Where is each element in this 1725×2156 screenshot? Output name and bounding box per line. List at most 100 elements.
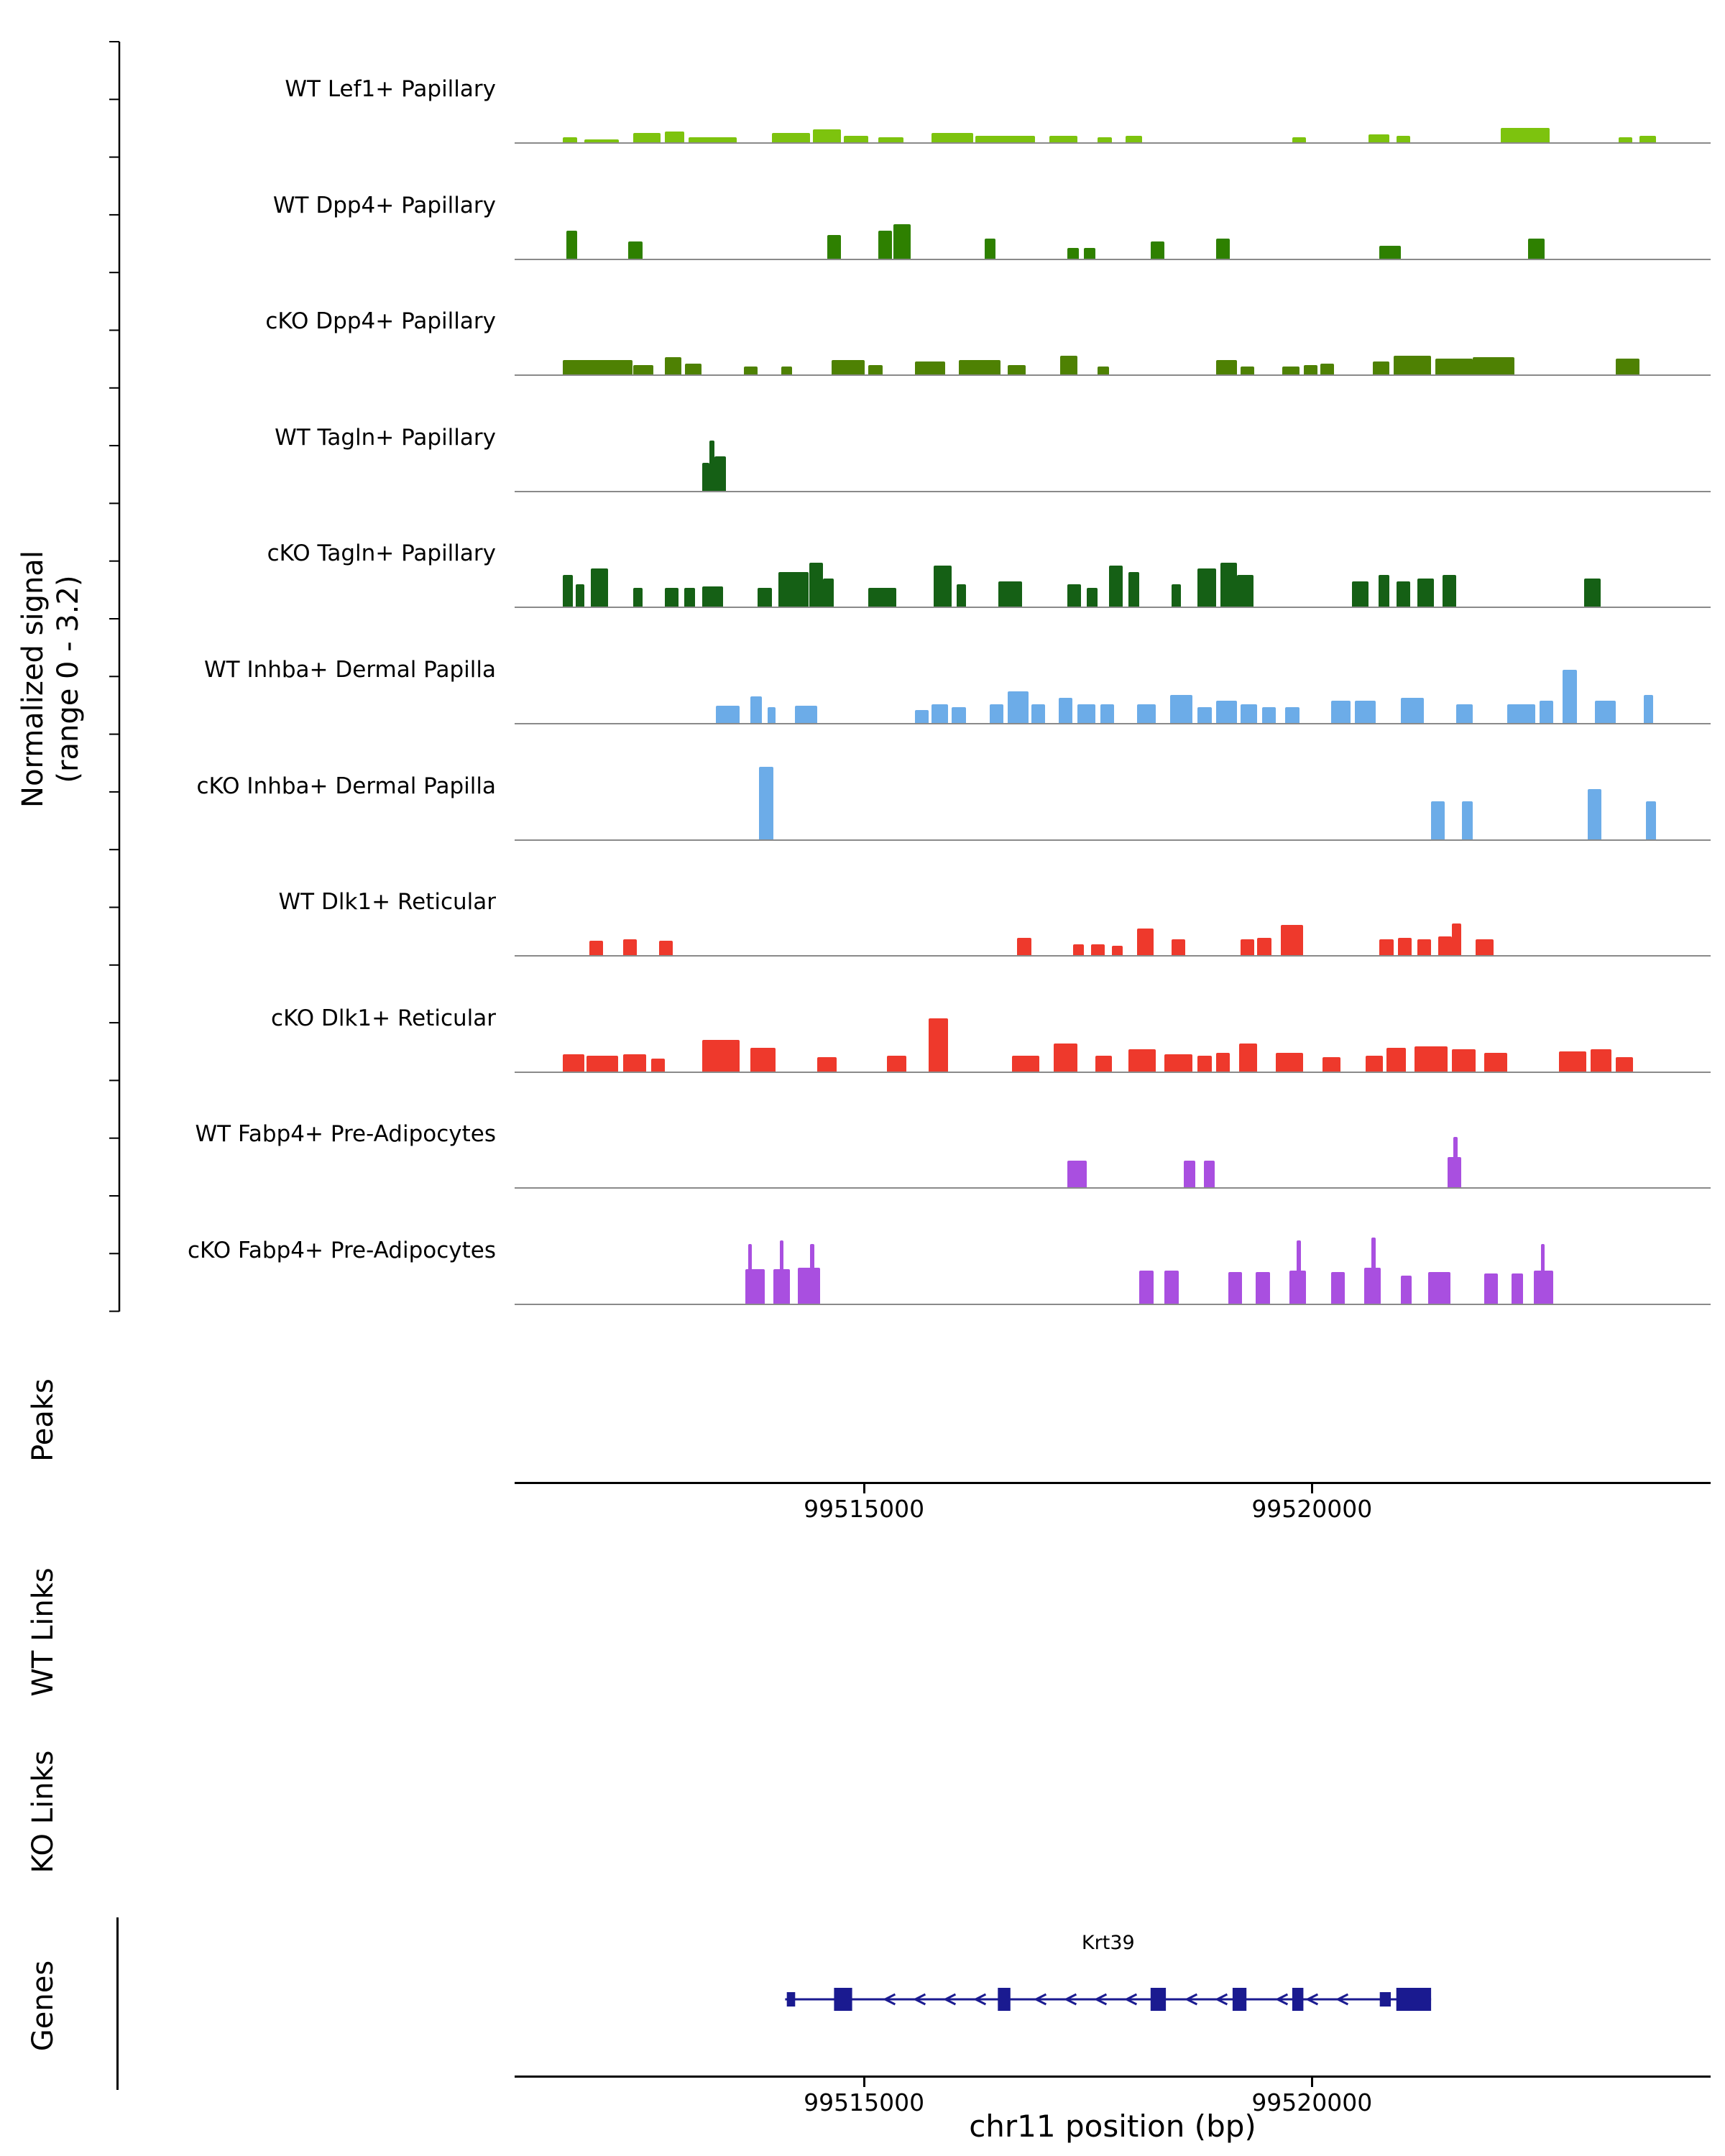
coverage-peak — [1442, 575, 1456, 607]
strand-arrow-icon — [883, 1993, 896, 2006]
strand-arrow-icon — [973, 1993, 987, 2006]
signal-track-wt-inhba-dermal-papilla — [515, 616, 1711, 724]
coverage-peak — [1164, 1054, 1192, 1072]
coverage-peak — [688, 137, 737, 142]
axis-tick-label: 99515000 — [804, 2088, 925, 2116]
coverage-peak — [1484, 1273, 1498, 1304]
coverage-peak — [1060, 356, 1077, 375]
coverage-peak — [1136, 929, 1154, 956]
coverage-peak — [1539, 701, 1554, 723]
axis-tick-label: 99520000 — [1251, 2088, 1373, 2116]
coverage-peak — [1331, 701, 1351, 723]
coverage-peak — [1126, 136, 1143, 142]
axis-tick-label: 99515000 — [804, 1495, 925, 1523]
coverage-peak — [1292, 137, 1307, 142]
signal-track-cko-inhba-dermal-papilla — [515, 732, 1711, 841]
signal-track-label: cKO Dlk1+ Reticular — [271, 1005, 496, 1031]
coverage-peak — [779, 1240, 784, 1304]
coverage-peak — [1136, 704, 1156, 723]
gene-name-label: Krt39 — [1082, 1932, 1135, 1954]
coverage-peak — [1281, 925, 1304, 956]
track-baseline — [515, 955, 1711, 957]
coverage-peak — [886, 1055, 906, 1072]
coverage-peak — [1507, 704, 1535, 723]
coverage-peak — [1456, 704, 1473, 723]
coverage-peak — [1431, 801, 1445, 839]
x-axis-title: chr11 position (bp) — [969, 2109, 1256, 2144]
coverage-peak — [1417, 579, 1434, 607]
coverage-peak — [684, 588, 696, 607]
track-baseline — [515, 374, 1711, 377]
coverage-peak — [956, 584, 967, 607]
coverage-peak — [1366, 1055, 1383, 1072]
coverage-peak — [1414, 1046, 1448, 1072]
signal-track-label: WT Tagln+ Papillary — [275, 424, 496, 451]
coverage-peak — [795, 706, 818, 723]
coverage-peak — [810, 1244, 815, 1304]
coverage-peak — [757, 588, 772, 607]
coverage-peak — [1111, 946, 1123, 956]
coverage-peak — [759, 766, 773, 839]
strand-arrow-icon — [1305, 1993, 1319, 2006]
coverage-peak — [1197, 568, 1216, 607]
coverage-peak — [984, 238, 996, 259]
coverage-peak — [1053, 1043, 1077, 1072]
signal-track-label: cKO Inhba+ Dermal Papilla — [196, 773, 497, 799]
coverage-peak — [1109, 566, 1123, 607]
coverage-peak — [1216, 238, 1230, 259]
coverage-peak — [1563, 670, 1578, 723]
coverage-peak — [1540, 1244, 1545, 1304]
track-baseline — [515, 142, 1711, 144]
y-axis-label-line2: (range 0 - 3.2) — [52, 575, 85, 783]
coverage-peak — [1484, 1052, 1508, 1072]
gene-exon — [1292, 1988, 1304, 2011]
coverage-peak — [1438, 936, 1452, 956]
coverage-peak — [1171, 939, 1185, 956]
coverage-peak — [1558, 1051, 1587, 1072]
coverage-peak — [771, 133, 811, 142]
coverage-peak — [998, 581, 1022, 607]
coverage-peak — [1583, 579, 1601, 607]
coverage-peak — [1591, 1049, 1612, 1072]
coverage-peak — [1355, 701, 1376, 723]
signal-track-label: WT Dpp4+ Papillary — [272, 192, 496, 218]
coverage-peak — [750, 696, 762, 723]
coverage-peak — [1241, 704, 1258, 723]
peaks-axis — [515, 1482, 1711, 1484]
coverage-peak — [809, 563, 823, 607]
coverage-peak — [797, 1268, 821, 1304]
coverage-peak — [1184, 1161, 1195, 1188]
coverage-peak — [1067, 1161, 1087, 1188]
signal-track-label: WT Inhba+ Dermal Papilla — [204, 657, 496, 683]
coverage-peak — [1239, 1043, 1258, 1072]
coverage-peak — [1128, 572, 1140, 607]
coverage-peak — [1275, 1052, 1304, 1072]
coverage-peak — [589, 941, 604, 956]
coverage-peak — [1398, 938, 1412, 956]
coverage-peak — [1352, 581, 1368, 607]
coverage-peak — [1296, 1240, 1301, 1304]
track-baseline — [515, 723, 1711, 724]
gene-exon — [1379, 1992, 1391, 2007]
coverage-peak — [928, 1018, 948, 1072]
gene-exon — [1232, 1988, 1247, 2011]
coverage-peak — [1386, 1047, 1407, 1072]
gene-exon — [1396, 1988, 1432, 2011]
coverage-peak — [702, 462, 709, 491]
coverage-peak — [1322, 1056, 1341, 1072]
coverage-peak — [1473, 357, 1515, 375]
coverage-peak — [1435, 359, 1473, 375]
coverage-peak — [878, 137, 903, 142]
coverage-peak — [709, 440, 714, 491]
coverage-peak — [1282, 367, 1300, 375]
coverage-peak — [1331, 1272, 1346, 1304]
coverage-peak — [1072, 944, 1085, 956]
coverage-peak — [716, 706, 740, 723]
strand-arrow-icon — [1064, 1993, 1077, 2006]
signal-track-cko-fabp4-pre-adipocytes — [515, 1197, 1711, 1305]
coverage-peak — [1164, 1271, 1179, 1304]
coverage-peak — [1320, 364, 1334, 375]
coverage-peak — [1203, 1161, 1215, 1188]
coverage-peak — [989, 704, 1003, 723]
